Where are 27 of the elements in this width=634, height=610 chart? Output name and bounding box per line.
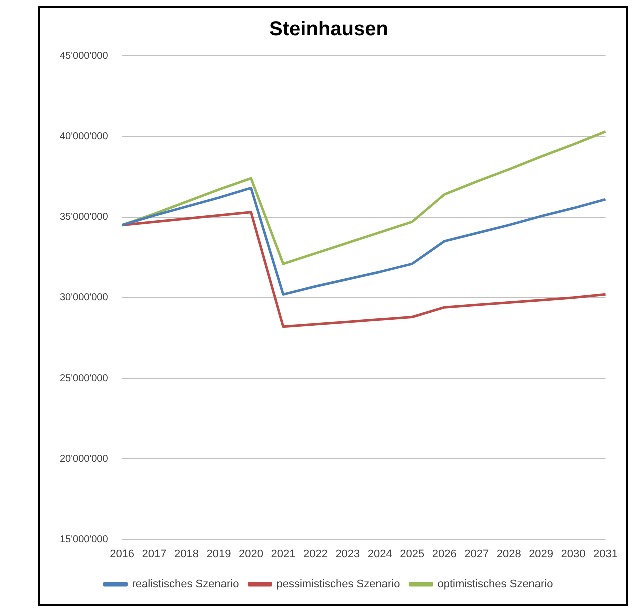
x-tick-label: 2024 xyxy=(368,548,392,560)
x-tick-label: 2029 xyxy=(529,548,554,560)
x-tick-label: 2021 xyxy=(271,548,296,560)
x-tick-label: 2017 xyxy=(142,548,167,560)
x-tick-label: 2022 xyxy=(303,548,328,560)
legend-label: pessimistisches Szenario xyxy=(276,578,400,591)
x-tick-label: 2018 xyxy=(174,548,200,560)
x-tick-label: 2020 xyxy=(238,548,264,560)
x-tick-label: 2025 xyxy=(400,548,425,560)
y-tick-label: 40'000'000 xyxy=(60,131,109,142)
y-tick-label: 45'000'000 xyxy=(60,50,109,62)
y-tick-label: 15'000'000 xyxy=(60,534,109,546)
x-tick-label: 2030 xyxy=(561,548,586,560)
chart-title: Steinhausen xyxy=(270,18,388,41)
x-tick-label: 2019 xyxy=(206,548,232,560)
y-tick-label: 35'000'000 xyxy=(60,212,109,224)
x-tick-label: 2031 xyxy=(594,548,618,560)
x-tick-label: 2028 xyxy=(496,548,522,560)
legend-label: realistisches Szenario xyxy=(132,578,240,591)
x-tick-label: 2027 xyxy=(464,548,490,560)
x-tick-label: 2026 xyxy=(432,548,457,560)
x-tick-label: 2023 xyxy=(336,548,360,560)
y-tick-label: 30'000'000 xyxy=(60,292,109,304)
x-tick-label: 2016 xyxy=(110,548,135,560)
y-tick-label: 20'000'000 xyxy=(60,454,109,465)
legend-label: optimistisches Szenario xyxy=(438,578,554,591)
y-tick-label: 25'000'000 xyxy=(60,373,109,384)
